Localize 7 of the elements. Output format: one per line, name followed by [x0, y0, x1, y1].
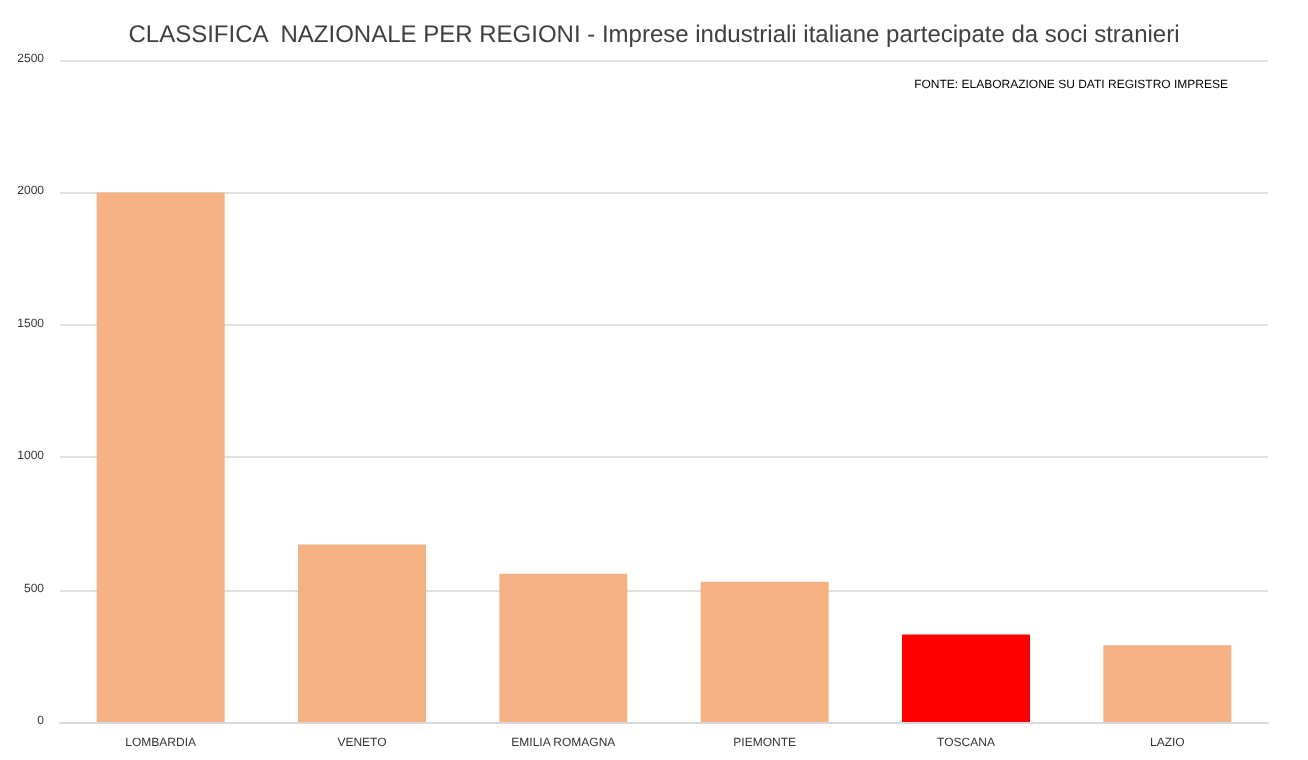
bar: [499, 573, 628, 722]
chart-title: CLASSIFICA NAZIONALE PER REGIONI - Imprese industriali italiane partecipate da soci stranieri: [128, 20, 1180, 48]
bar: [96, 192, 225, 722]
bar: [298, 544, 426, 722]
bar: [1103, 645, 1232, 722]
bar: [902, 634, 1030, 722]
bar: [700, 581, 829, 722]
